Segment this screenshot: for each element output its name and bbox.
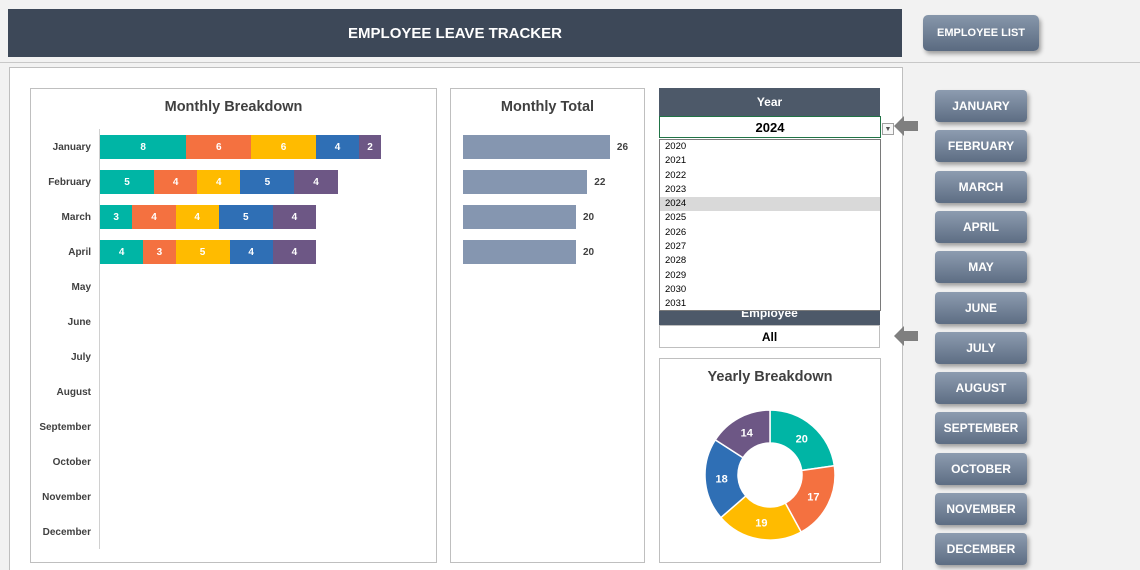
month-label: September bbox=[39, 422, 91, 433]
bar-segment: 4 bbox=[294, 170, 338, 194]
left-arrow-icon bbox=[894, 116, 918, 136]
year-select[interactable]: 2024 bbox=[659, 116, 881, 138]
year-option[interactable]: 2022 bbox=[665, 169, 687, 181]
year-option[interactable]: 2023 bbox=[665, 183, 687, 195]
year-option[interactable]: 2026 bbox=[665, 226, 687, 238]
bar-segment: 6 bbox=[186, 135, 252, 159]
month-button-march[interactable]: MARCH bbox=[935, 170, 1027, 203]
month-button-january[interactable]: JANUARY bbox=[935, 90, 1027, 122]
month-label: April bbox=[68, 247, 91, 258]
donut-slice bbox=[714, 409, 771, 459]
bar-segment: 3 bbox=[143, 240, 176, 264]
year-option[interactable]: 2031 bbox=[665, 298, 687, 310]
employee-slicer-value[interactable]: All bbox=[659, 325, 880, 348]
month-label: December bbox=[42, 527, 91, 538]
month-label: January bbox=[52, 142, 91, 153]
bar-segment: 5 bbox=[175, 240, 230, 264]
month-label: July bbox=[70, 352, 91, 363]
year-option[interactable]: 2021 bbox=[665, 155, 687, 167]
divider bbox=[0, 62, 1140, 63]
month-label-list: January February March April May June July Augu… bbox=[31, 89, 91, 562]
bar-segment: 5 bbox=[218, 205, 273, 229]
bar-segment: 4 bbox=[272, 240, 316, 264]
bar-segment: 4 bbox=[272, 205, 316, 229]
donut-chart: 20 17 19 18 14 bbox=[704, 409, 836, 541]
yearly-breakdown-title: Yearly Breakdown bbox=[707, 369, 833, 385]
bar-segment: 4 bbox=[132, 205, 176, 229]
year-slicer-header: Year bbox=[659, 88, 880, 116]
page-title: EMPLOYEE LEAVE TRACKER bbox=[8, 9, 902, 57]
donut-value-label: 18 bbox=[715, 473, 727, 485]
bar-segment: 4 bbox=[100, 240, 144, 264]
total-value-label: 26 bbox=[616, 142, 629, 153]
bar-segment: 4 bbox=[315, 135, 360, 159]
total-value-label: 20 bbox=[583, 247, 595, 258]
month-button-april[interactable]: APRIL bbox=[935, 210, 1027, 243]
month-button-july[interactable]: JULY bbox=[935, 331, 1027, 364]
bar-segment: 5 bbox=[240, 170, 295, 194]
donut-value-label: 20 bbox=[796, 433, 808, 445]
month-label: May bbox=[71, 282, 91, 293]
month-button-august[interactable]: AUGUST bbox=[935, 372, 1027, 405]
year-option[interactable]: 2029 bbox=[665, 269, 687, 281]
donut-value-label: 17 bbox=[807, 492, 819, 504]
month-button-may[interactable]: MAY bbox=[935, 251, 1027, 284]
month-label: November bbox=[42, 492, 91, 503]
total-value-label: 20 bbox=[583, 212, 595, 223]
year-dropdown-list: 2020 2021 2022 2023 2024 2025 2026 2027 2028 2029… bbox=[659, 139, 881, 311]
bar-segment: 5 bbox=[100, 170, 154, 194]
total-bar bbox=[463, 170, 588, 194]
employee-list-button[interactable]: EMPLOYEE LIST bbox=[923, 15, 1039, 51]
month-label: March bbox=[61, 212, 91, 223]
monthly-total-title: Monthly Total bbox=[500, 99, 595, 115]
year-option[interactable]: 2030 bbox=[665, 283, 687, 295]
donut-value-label: 19 bbox=[755, 518, 767, 530]
left-arrow-icon bbox=[894, 326, 918, 346]
total-value-label: 22 bbox=[594, 177, 606, 188]
yearly-breakdown-panel: Yearly Breakdown 20 17 19 18 14 bbox=[659, 358, 881, 563]
bar-segment: 3 bbox=[100, 205, 133, 229]
total-bar bbox=[463, 135, 610, 159]
category-axis bbox=[99, 129, 100, 549]
year-option[interactable]: 2028 bbox=[665, 255, 687, 267]
month-button-february[interactable]: FEBRUARY bbox=[935, 130, 1027, 163]
monthly-total-panel: Monthly Total 26 22 20 20 bbox=[450, 88, 645, 563]
month-label: August bbox=[56, 387, 91, 398]
bar-segment: 2 bbox=[359, 135, 381, 159]
month-label: June bbox=[67, 317, 91, 328]
bar-segment: 4 bbox=[154, 170, 198, 194]
bar-segment: 4 bbox=[197, 170, 241, 194]
month-button-december[interactable]: DECEMBER bbox=[935, 533, 1027, 566]
dropdown-arrow-icon[interactable]: ▼ bbox=[882, 123, 894, 135]
year-option[interactable]: 2027 bbox=[665, 241, 687, 253]
donut-value-label: 14 bbox=[741, 427, 754, 439]
bar-segment: 4 bbox=[229, 240, 273, 264]
year-option[interactable]: 2025 bbox=[665, 212, 687, 224]
monthly-breakdown-title: Monthly Breakdown bbox=[164, 99, 303, 115]
bar-segment: 4 bbox=[175, 205, 219, 229]
month-button-november[interactable]: NOVEMBER bbox=[935, 493, 1027, 525]
total-bars: 26 22 20 20 bbox=[451, 89, 644, 562]
total-bar bbox=[463, 205, 576, 229]
year-option[interactable]: 2024 bbox=[660, 197, 880, 212]
year-option[interactable]: 2020 bbox=[665, 141, 687, 152]
total-bar bbox=[463, 240, 576, 264]
month-button-june[interactable]: JUNE bbox=[935, 291, 1027, 324]
month-label: February bbox=[48, 177, 91, 188]
bar-segment: 6 bbox=[251, 135, 316, 159]
monthly-breakdown-panel: Monthly Breakdown January February March Ap… bbox=[30, 88, 437, 563]
month-button-october[interactable]: OCTOBER bbox=[935, 452, 1027, 485]
month-button-september[interactable]: SEPTEMBER bbox=[935, 412, 1027, 445]
bar-segment: 8 bbox=[100, 135, 187, 159]
month-label: October bbox=[52, 457, 91, 468]
